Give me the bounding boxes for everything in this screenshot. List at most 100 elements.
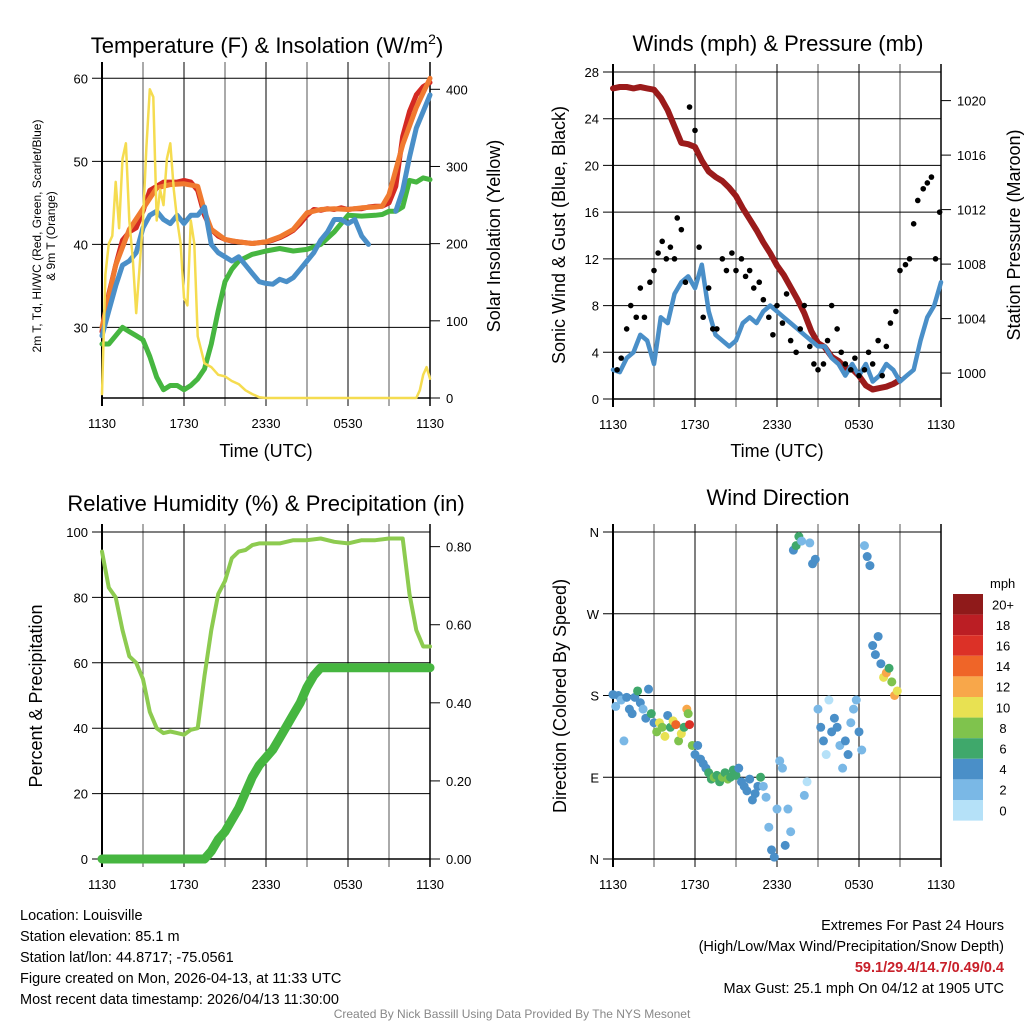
- gust-point: [779, 320, 786, 326]
- gust-point: [633, 314, 640, 321]
- gust-point: [932, 256, 939, 262]
- gust-point: [787, 337, 794, 344]
- gust-point: [729, 250, 735, 256]
- y-tick-label: 8: [592, 299, 599, 314]
- direction-point: [810, 554, 820, 564]
- direction-point: [772, 804, 782, 814]
- gust-point: [750, 285, 757, 291]
- gust-point: [820, 361, 827, 367]
- gust-point: [824, 337, 831, 344]
- direction-point: [657, 722, 667, 732]
- gust-point: [705, 285, 712, 291]
- direction-point: [742, 786, 752, 796]
- gust-point: [936, 209, 943, 215]
- y-tick-label: 30: [74, 320, 88, 335]
- winds-y2label: Station Pressure (Maroon): [1004, 129, 1024, 340]
- gust-point: [807, 343, 813, 350]
- gust-point: [663, 256, 670, 262]
- direction-point: [663, 710, 673, 720]
- x-tick-label: 1130: [599, 417, 627, 432]
- gust-point: [852, 355, 858, 361]
- y-tick-label: 40: [74, 237, 88, 252]
- direction-point: [840, 736, 850, 746]
- x-tick-label: 1130: [416, 877, 444, 892]
- direction-point: [683, 709, 693, 719]
- gust-point: [714, 326, 720, 332]
- gust-point: [723, 267, 730, 274]
- y-tick-label: E: [590, 770, 599, 785]
- x-tick-label: 2330: [252, 416, 281, 431]
- legend-label: 0: [999, 803, 1006, 818]
- y2-tick-label: 1004: [957, 312, 986, 327]
- y-tick-label: 16: [585, 205, 599, 220]
- series-line-relative-humidity: [100, 536, 432, 737]
- y2-tick-label: 200: [446, 237, 468, 252]
- direction-point: [769, 852, 779, 862]
- direction-point: [851, 695, 861, 705]
- legend-swatch: [953, 779, 983, 800]
- gust-point: [678, 226, 685, 233]
- y2-tick-label: 0.80: [446, 540, 471, 555]
- y-tick-label: 60: [74, 71, 88, 86]
- x-tick-label: 1730: [681, 877, 710, 892]
- direction-point: [849, 704, 859, 714]
- direction-point: [783, 804, 793, 814]
- direction-point: [873, 631, 883, 641]
- legend-swatch: [953, 635, 983, 656]
- created-text: Figure created on Mon, 2026-04-13, at 11…: [20, 971, 342, 987]
- direction-point: [674, 736, 684, 746]
- panel-1-axes: 0 4 8 12 16 20 24 28 1000 1004 1008 1012 1016 1020 113…: [585, 64, 986, 432]
- gust-point: [647, 279, 653, 286]
- direction-point: [824, 695, 834, 705]
- gust-point: [719, 256, 726, 262]
- gust-point: [834, 326, 840, 332]
- y-tick-label: 0: [592, 392, 599, 407]
- y2-tick-label: 300: [446, 159, 468, 174]
- y-tick-label: 100: [66, 525, 88, 540]
- direction-point: [671, 720, 681, 730]
- direction-point: [767, 845, 777, 855]
- series-line-precipitation: [97, 663, 435, 864]
- gust-point: [865, 349, 872, 356]
- gust-point: [733, 267, 739, 274]
- gust-point: [783, 291, 790, 297]
- temperature-xlabel: Time (UTC): [219, 441, 312, 461]
- y2-tick-label: 0: [446, 391, 453, 406]
- gust-point: [671, 256, 678, 262]
- y-tick-label: 40: [74, 721, 88, 736]
- gust-point: [738, 256, 745, 262]
- gust-point: [811, 361, 817, 367]
- direction-point: [777, 763, 787, 773]
- direction-point: [633, 686, 643, 696]
- direction-point: [758, 781, 768, 791]
- winds-ylabel: Sonic Wind & Gust (Blue, Black): [549, 106, 569, 364]
- direction-point: [622, 692, 632, 702]
- gust-point: [614, 367, 620, 373]
- gust-point: [902, 261, 909, 268]
- y-tick-label: 12: [585, 252, 599, 267]
- direction-point: [745, 774, 755, 784]
- y-tick-label: 80: [74, 590, 88, 605]
- y2-tick-label: 1020: [957, 94, 986, 109]
- direction-point: [644, 684, 654, 694]
- gust-point: [770, 331, 776, 338]
- gust-point: [760, 296, 767, 303]
- temperature-panel-title: Temperature (F) & Insolation (W/m2): [91, 31, 444, 58]
- legend-swatch: [953, 697, 983, 718]
- gust-point: [842, 361, 849, 367]
- x-tick-label: 2330: [252, 877, 281, 892]
- gust-point: [618, 355, 624, 361]
- y-tick-label: S: [590, 689, 599, 704]
- y2-tick-label: 100: [446, 314, 468, 329]
- direction-point: [887, 677, 897, 687]
- direction-point: [731, 770, 741, 780]
- gust-point: [897, 267, 903, 274]
- series-line-td: [99, 175, 433, 393]
- direction-point: [859, 541, 869, 551]
- direction-point: [892, 686, 902, 696]
- extremes-info: Extremes For Past 24 Hours (High/Low/Max…: [699, 916, 1004, 1000]
- gust-point: [815, 367, 821, 373]
- humidity-panel-title: Relative Humidity (%) & Precipitation (i…: [67, 491, 464, 516]
- legend-swatch: [953, 594, 983, 615]
- legend-label: 4: [999, 762, 1006, 777]
